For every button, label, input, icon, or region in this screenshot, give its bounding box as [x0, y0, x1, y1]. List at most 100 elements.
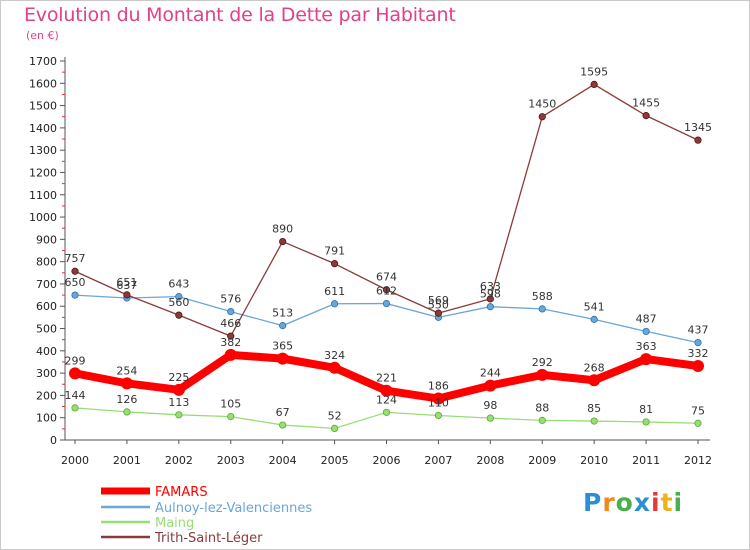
legend-label: Aulnoy-lez-Valenciennes: [155, 501, 312, 516]
y-tick-label: 1300: [29, 144, 57, 157]
data-label: 268: [584, 361, 605, 374]
x-tick-label: 2003: [217, 454, 245, 467]
y-tick-label: 300: [36, 367, 57, 380]
data-label: 598: [480, 288, 501, 301]
data-label: 382: [220, 336, 241, 349]
legend: FAMARSAulnoy-lez-ValenciennesMaingTrith-…: [101, 485, 312, 546]
data-point: [172, 383, 185, 396]
data-label: 332: [688, 347, 709, 360]
data-point: [538, 113, 546, 121]
data-point: [640, 353, 653, 366]
data-label: 52: [328, 409, 342, 422]
x-tick-label: 2012: [684, 454, 712, 467]
data-point: [486, 303, 494, 311]
data-point: [279, 421, 287, 429]
data-label: 791: [324, 245, 345, 258]
y-tick-label: 1200: [29, 166, 57, 179]
data-point: [590, 315, 598, 323]
y-tick-label: 1500: [29, 100, 57, 113]
data-label: 292: [532, 356, 553, 369]
chart-unit: (en €): [26, 29, 59, 42]
x-tick-label: 2000: [61, 454, 89, 467]
legend-label: FAMARS: [155, 485, 208, 500]
data-point: [484, 379, 497, 392]
chart-title: Evolution du Montant de la Dette par Hab…: [24, 4, 456, 26]
data-label: 110: [428, 396, 449, 409]
data-label: 576: [220, 293, 241, 306]
data-label: 365: [272, 340, 293, 353]
data-point: [590, 417, 598, 425]
data-point: [382, 408, 391, 416]
data-label: 221: [376, 372, 397, 385]
data-point: [642, 112, 650, 120]
data-label: 363: [636, 340, 657, 353]
data-point: [224, 348, 237, 361]
data-label: 225: [168, 371, 189, 384]
data-label: 299: [65, 354, 86, 367]
y-tick-label: 1100: [29, 189, 57, 202]
x-tick-label: 2008: [476, 454, 504, 467]
proxiti-logo: Proxiti: [583, 488, 683, 517]
y-tick-label: 400: [36, 345, 57, 358]
logo-letter: x: [633, 488, 651, 517]
data-point: [330, 260, 339, 268]
data-label: 633: [480, 280, 501, 293]
x-tick-label: 2011: [632, 454, 660, 467]
y-tick-label: 1700: [29, 55, 57, 68]
y-tick-label: 1400: [29, 122, 57, 135]
data-point: [434, 309, 443, 317]
data-point: [123, 291, 131, 299]
data-point: [486, 295, 494, 303]
data-label: 85: [587, 402, 601, 415]
x-tick-label: 2004: [269, 454, 297, 467]
data-point: [279, 237, 287, 246]
data-label: 650: [65, 276, 86, 289]
data-label: 550: [428, 298, 449, 311]
data-label: 124: [376, 393, 397, 406]
data-point: [642, 418, 650, 426]
data-label: 1595: [580, 65, 608, 78]
data-point: [328, 361, 341, 374]
data-point: [175, 293, 183, 301]
data-label: 244: [480, 367, 501, 380]
logo-letter: P: [583, 488, 603, 517]
x-tick-label: 2001: [113, 454, 141, 467]
data-label: 98: [483, 399, 497, 412]
data-label: 651: [116, 276, 137, 289]
data-label: 890: [272, 223, 293, 236]
data-label: 466: [220, 317, 241, 330]
data-point: [382, 286, 391, 294]
legend-label: Maing: [155, 516, 194, 531]
y-tick-label: 1000: [29, 211, 57, 224]
data-point: [175, 411, 183, 419]
data-point: [330, 300, 339, 308]
series-layer: [69, 80, 704, 433]
y-tick-label: 600: [36, 300, 57, 313]
data-point: [123, 408, 131, 416]
data-label: 541: [584, 300, 605, 313]
data-label: 674: [376, 271, 397, 284]
data-point: [642, 327, 650, 336]
data-label: 81: [639, 403, 653, 416]
x-tick-label: 2010: [580, 454, 608, 467]
x-tick-label: 2009: [528, 454, 556, 467]
y-tick-label: 100: [36, 412, 57, 425]
y-tick-label: 1600: [29, 77, 57, 90]
data-point: [536, 368, 549, 381]
data-label: 513: [272, 307, 293, 320]
y-tick-label: 500: [36, 323, 57, 336]
y-tick-label: 0: [50, 434, 57, 447]
data-point: [486, 414, 494, 422]
y-tick-label: 200: [36, 389, 57, 402]
data-point: [432, 392, 445, 405]
data-point: [590, 80, 598, 89]
data-label: 254: [116, 364, 137, 377]
data-label: 637: [116, 279, 137, 292]
data-label: 569: [428, 294, 449, 307]
x-tick-label: 2006: [373, 454, 401, 467]
logo-letter: t: [660, 488, 674, 517]
legend-label: Trith-Saint-Léger: [154, 531, 263, 546]
data-label: 643: [168, 278, 189, 291]
data-label: 67: [276, 406, 290, 419]
